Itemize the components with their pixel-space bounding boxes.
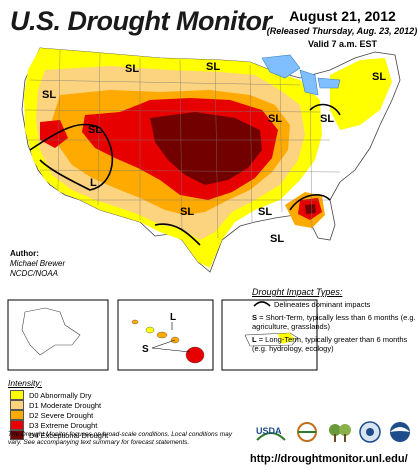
impact-lines	[29, 103, 341, 246]
impact-legend: Drought Impact Types: Delineates dominan…	[252, 287, 417, 354]
impact-delineates: Delineates dominant impacts	[274, 300, 371, 309]
label-sl: SL	[372, 71, 386, 83]
label-sl: SL	[42, 89, 56, 101]
state-boundaries	[24, 49, 341, 239]
swatch-d2	[10, 410, 24, 420]
legend-item-d1: D1 Moderate Drought	[10, 400, 108, 410]
legend-label-d3: D3 Extreme Drought	[29, 420, 98, 430]
label-l: L	[90, 177, 97, 189]
swatch-d4	[10, 430, 24, 440]
author-org: NCDC/NOAA	[10, 269, 59, 278]
intensity-heading: Intensity:	[8, 378, 43, 388]
puerto-rico-d0	[278, 333, 295, 344]
impact-short-term: S = Short-Term, typically less than 6 mo…	[252, 313, 417, 331]
release-date: (Released Thursday, Aug. 23, 2012)	[266, 26, 418, 36]
legend-item-d2: D2 Severe Drought	[10, 410, 108, 420]
hawaii-label-l: L	[170, 312, 176, 323]
ndmc-logo	[292, 420, 322, 451]
map-title: U.S. Drought Monitor	[10, 6, 272, 36]
d4-area	[150, 112, 262, 185]
swatch-d0	[10, 390, 24, 400]
impact-l-key: L	[252, 335, 257, 344]
legend-item-d4: D4 Exceptional Drought	[10, 430, 108, 440]
legend-label-d2: D2 Severe Drought	[29, 410, 94, 420]
author-heading: Author:	[10, 249, 39, 258]
legend-item-d0: D0 Abnormally Dry	[10, 390, 108, 400]
hawaii-leaders	[151, 322, 191, 353]
map-date: August 21, 2012	[289, 8, 396, 24]
author-block: Author: Michael Brewer NCDC/NOAA	[10, 249, 65, 279]
legend-label-d0: D0 Abnormally Dry	[29, 390, 92, 400]
website-link[interactable]: http://droughtmonitor.unl.edu/	[250, 453, 408, 465]
legend-item-d3: D3 Extreme Drought	[10, 420, 108, 430]
noaa-logo	[387, 420, 413, 451]
label-sl: SL	[320, 113, 334, 125]
label-sl: SL	[88, 124, 102, 136]
legend-label-d4: D4 Exceptional Drought	[29, 430, 109, 440]
impact-heading: Drought Impact Types:	[252, 287, 343, 297]
swatch-d1	[10, 400, 24, 410]
label-sl: SL	[125, 63, 139, 75]
author-name: Michael Brewer	[10, 259, 66, 268]
label-sl: SL	[270, 233, 284, 245]
d4-georgia	[305, 204, 316, 214]
tree-logo	[325, 420, 355, 451]
d0-northeast	[330, 58, 392, 130]
label-sl: SL	[268, 113, 282, 125]
commerce-seal-icon	[358, 420, 382, 451]
hawaii-label-s: S	[142, 344, 149, 355]
label-sl: SL	[180, 206, 194, 218]
alaska-shape	[21, 307, 81, 356]
swatch-d3	[10, 420, 24, 430]
intensity-legend: Intensity: D0 Abnormally Dry D1 Moderate…	[8, 378, 108, 440]
impact-s-desc: = Short-Term, typically less than 6 mont…	[252, 313, 416, 331]
valid-time: Valid 7 a.m. EST	[307, 39, 378, 49]
usda-logo-text: USDA	[256, 426, 282, 436]
impact-l-desc: = Long-Term, typically greater than 6 mo…	[252, 335, 408, 353]
impact-long-term: L = Long-Term, typically greater than 6 …	[252, 335, 417, 353]
usda-logo: USDA	[255, 420, 287, 451]
disclaimer-note: The Drought Monitor focuses on broad-sca…	[8, 431, 233, 446]
hawaii-islands	[131, 319, 205, 364]
legend-label-d1: D1 Moderate Drought	[29, 400, 102, 410]
impact-s-key: S	[252, 313, 258, 322]
d3-west	[40, 120, 68, 148]
great-lakes	[261, 54, 341, 96]
impact-line-sample	[253, 301, 271, 307]
label-sl: SL	[206, 61, 220, 73]
label-sl: SL	[258, 206, 272, 218]
